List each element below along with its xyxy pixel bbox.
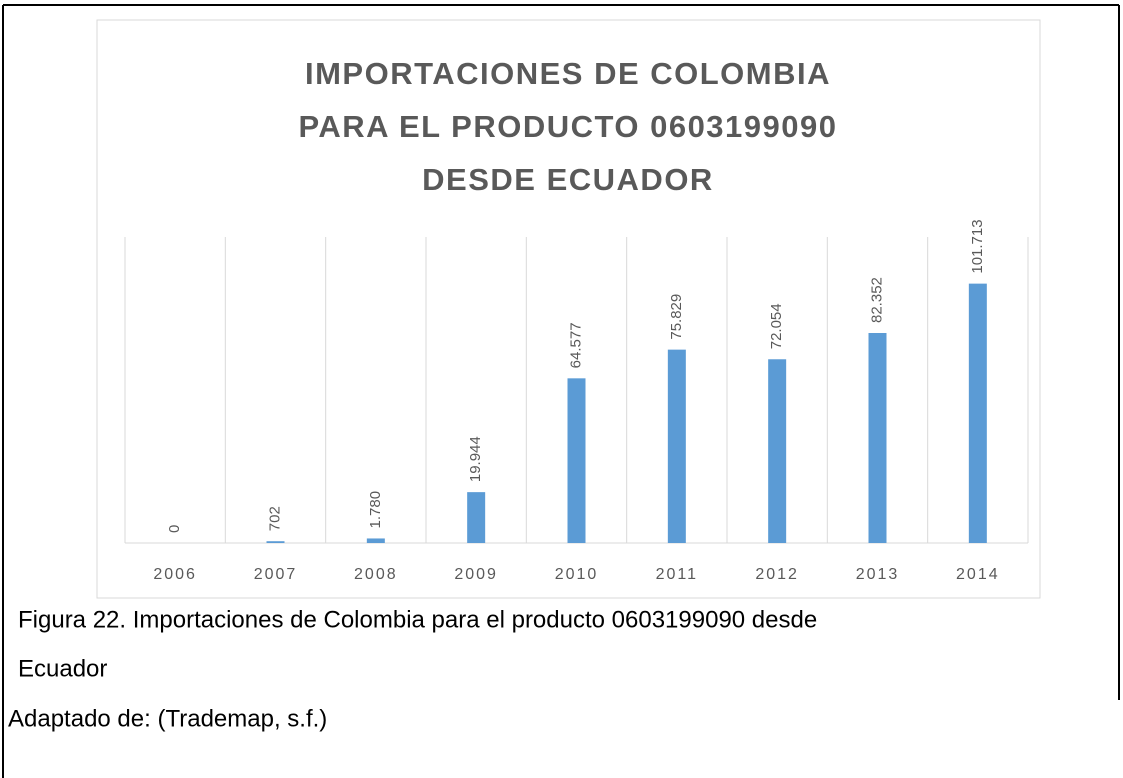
source: Adaptado de: (Trademap, s.f.) xyxy=(8,705,327,732)
data-label: 75.829 xyxy=(668,294,685,340)
data-label: 82.352 xyxy=(868,277,885,323)
x-tick-label: 2012 xyxy=(755,566,799,583)
chart-title: PARA EL PRODUCTO 0603199090 xyxy=(298,109,837,144)
x-tick-label: 2011 xyxy=(656,566,698,583)
data-label: 0 xyxy=(166,525,183,533)
data-label: 702 xyxy=(266,506,283,531)
caption: Ecuador xyxy=(18,655,107,682)
bar xyxy=(667,349,686,543)
bar xyxy=(567,378,586,543)
data-label: 19.944 xyxy=(467,436,484,482)
x-tick-label: 2008 xyxy=(354,566,398,583)
data-label: 1.780 xyxy=(367,491,384,529)
bar xyxy=(366,538,385,543)
bar xyxy=(868,333,887,543)
bar xyxy=(467,492,486,543)
x-tick-label: 2014 xyxy=(956,566,1000,583)
bar xyxy=(968,283,987,543)
bar xyxy=(768,359,787,543)
data-label: 64.577 xyxy=(567,322,584,368)
x-tick-label: 2007 xyxy=(254,566,298,583)
x-tick-label: 2009 xyxy=(454,566,498,583)
chart-title: DESDE ECUADOR xyxy=(422,162,714,197)
data-label: 101.713 xyxy=(969,219,986,273)
data-label: 72.054 xyxy=(768,303,785,349)
caption: Figura 22. Importaciones de Colombia par… xyxy=(18,606,817,633)
x-tick-label: 2006 xyxy=(153,566,197,583)
x-tick-label: 2013 xyxy=(856,566,900,583)
chart-title: IMPORTACIONES DE COLOMBIA xyxy=(305,56,831,91)
x-tick-label: 2010 xyxy=(555,566,599,583)
bar xyxy=(266,541,285,543)
